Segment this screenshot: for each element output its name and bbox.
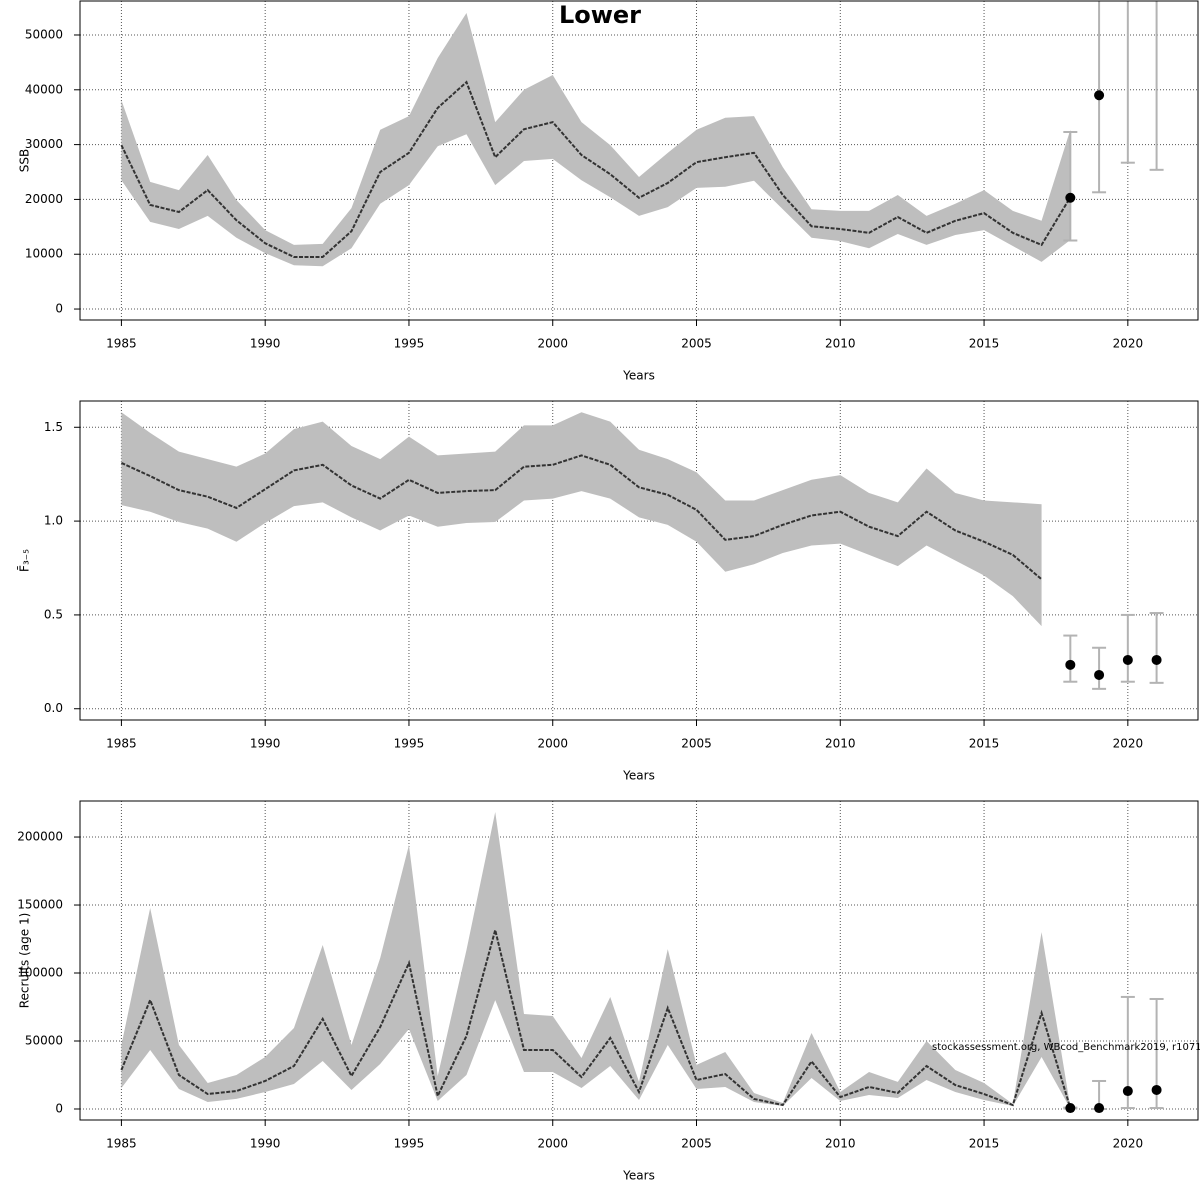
- panel: 1985 1990 1995 2000 2005 2010 2015 2020 0 50000 10…: [17, 800, 1200, 1183]
- x-axis-label: Years: [622, 1169, 655, 1183]
- y-tick-label: 0: [55, 1101, 63, 1115]
- confidence-band: [121, 13, 1071, 267]
- x-axis-label: Years: [622, 769, 655, 783]
- plot-frame: [79, 800, 1199, 1121]
- projection-point: [1151, 1084, 1162, 1095]
- x-axis-label: Years: [622, 369, 655, 383]
- projection-point: [1065, 659, 1076, 670]
- chart-title: Lower: [559, 1, 641, 29]
- y-tick-label: 0.0: [44, 701, 63, 715]
- projection-point: [1122, 654, 1133, 665]
- x-tick-label: 2000: [537, 737, 568, 751]
- y-tick-label: 0.5: [44, 607, 63, 621]
- y-tick-label: 20000: [25, 192, 63, 206]
- x-tick-label: 2020: [1113, 337, 1144, 351]
- projection-point: [1151, 654, 1162, 665]
- x-tick-label: 1995: [394, 1137, 425, 1151]
- x-tick-label: 2005: [681, 1137, 712, 1151]
- plot-frame: [79, 0, 1199, 321]
- annotation: stockassessment.org, WBcod_Benchmark2019…: [932, 1042, 1200, 1053]
- x-tick-label: 1990: [250, 337, 281, 351]
- plot-area: [80, 801, 1198, 1120]
- plot-area: [80, 401, 1198, 720]
- x-tick-label: 1985: [106, 737, 137, 751]
- x-tick-label: 2005: [681, 737, 712, 751]
- y-tick-label: 0: [55, 302, 63, 316]
- y-tick-label: 50000: [25, 1033, 63, 1047]
- y-tick-label: 1.0: [44, 514, 63, 528]
- projection-point: [1094, 1103, 1105, 1114]
- x-tick-label: 1995: [394, 337, 425, 351]
- projection-point: [1065, 1103, 1076, 1114]
- x-tick-label: 2000: [537, 1137, 568, 1151]
- x-tick-label: 1995: [394, 737, 425, 751]
- x-tick-label: 2020: [1113, 1137, 1144, 1151]
- confidence-band: [121, 812, 1071, 1109]
- estimate-line: [120, 454, 1043, 581]
- x-tick-label: 1985: [106, 337, 137, 351]
- estimate-line: [120, 80, 1072, 258]
- projection-point: [1065, 192, 1076, 203]
- y-axis-label: Recruits (age 1): [18, 913, 32, 1009]
- x-tick-label: 1990: [250, 1137, 281, 1151]
- x-tick-label: 2000: [537, 337, 568, 351]
- x-tick-label: 2015: [969, 337, 1000, 351]
- projection-point: [1094, 90, 1105, 101]
- x-tick-label: 1985: [106, 1137, 137, 1151]
- y-tick-label: 10000: [25, 247, 63, 261]
- projection-point: [1122, 1086, 1133, 1097]
- panel: 1985 1990 1995 2000 2005 2010 2015 2020 0.0 0.5 1.…: [17, 400, 1199, 783]
- y-tick-label: 30000: [25, 137, 63, 151]
- x-tick-label: 2010: [825, 737, 856, 751]
- plot-frame: [79, 400, 1199, 721]
- y-tick-label: 150000: [17, 898, 63, 912]
- plot-area: [80, 1, 1198, 320]
- x-tick-label: 2005: [681, 337, 712, 351]
- y-tick-label: 50000: [25, 27, 63, 41]
- x-tick-label: 1990: [250, 737, 281, 751]
- y-axis-label: SSB: [18, 149, 32, 172]
- y-tick-label: 200000: [17, 830, 63, 844]
- estimate-line: [120, 929, 1072, 1109]
- x-tick-label: 2020: [1113, 737, 1144, 751]
- y-tick-label: 40000: [25, 82, 63, 96]
- panel: 1985 1990 1995 2000 2005 2010 2015 2020 0 10000 20…: [18, 0, 1199, 383]
- projection-point: [1094, 669, 1105, 680]
- x-tick-label: 2010: [825, 1137, 856, 1151]
- y-axis-label: F̄₃₋₅: [17, 549, 31, 572]
- x-tick-label: 2010: [825, 337, 856, 351]
- x-tick-label: 2015: [969, 1137, 1000, 1151]
- x-tick-label: 2015: [969, 737, 1000, 751]
- confidence-band: [121, 412, 1042, 627]
- y-tick-label: 100000: [17, 966, 63, 980]
- y-tick-label: 1.5: [44, 420, 63, 434]
